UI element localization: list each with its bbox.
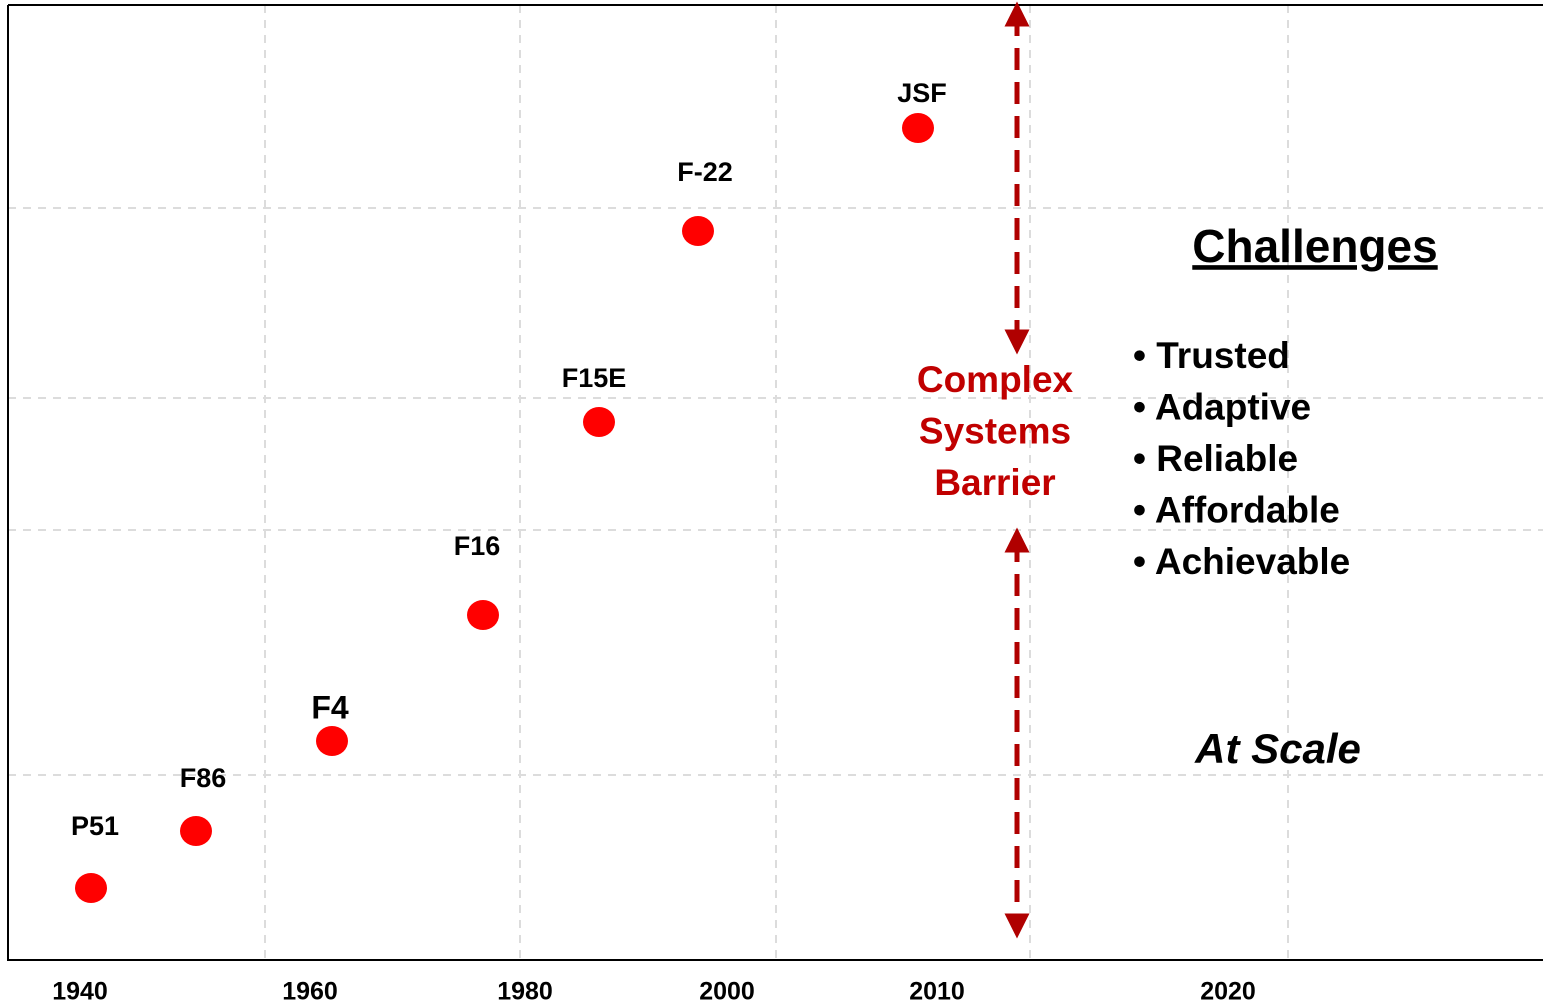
challenge-item: • Trusted — [1133, 335, 1290, 376]
aircraft-dot — [316, 726, 348, 756]
axis-label: 1980 — [497, 978, 553, 1006]
aircraft-dot — [583, 407, 615, 437]
axis-label: 2020 — [1200, 978, 1256, 1006]
aircraft-label: P51 — [71, 811, 119, 841]
aircraft-label: F86 — [180, 763, 227, 793]
challenge-item: • Adaptive — [1133, 386, 1311, 427]
footer: At Scale — [1194, 725, 1361, 772]
barrier-text: Barrier — [934, 462, 1055, 503]
axis-label: 1960 — [282, 978, 338, 1006]
axis-label: 1940 — [52, 978, 108, 1006]
barrier-text: Complex — [917, 359, 1074, 400]
barrier-text: Systems — [919, 410, 1071, 451]
axis-label: 2000 — [699, 978, 755, 1006]
aircraft-label: F15E — [562, 363, 627, 393]
challenges-title: Challenges — [1192, 220, 1437, 272]
aircraft-label: F4 — [311, 689, 349, 725]
aircraft-dot — [75, 873, 107, 903]
challenge-item: • Reliable — [1133, 438, 1298, 479]
grid — [8, 5, 1543, 960]
aircraft-dot — [682, 216, 714, 246]
aircraft-label: F16 — [454, 531, 501, 561]
axis-label: 2010 — [909, 978, 965, 1006]
challenge-item: • Achievable — [1133, 541, 1350, 582]
aircraft-label: F-22 — [677, 157, 733, 187]
frame — [7, 4, 1543, 961]
aircraft-label: JSF — [897, 78, 947, 108]
aircraft-dot — [467, 600, 499, 630]
aircraft-dot — [902, 113, 934, 143]
aircraft-dot — [180, 816, 212, 846]
challenge-item: • Affordable — [1133, 489, 1340, 530]
